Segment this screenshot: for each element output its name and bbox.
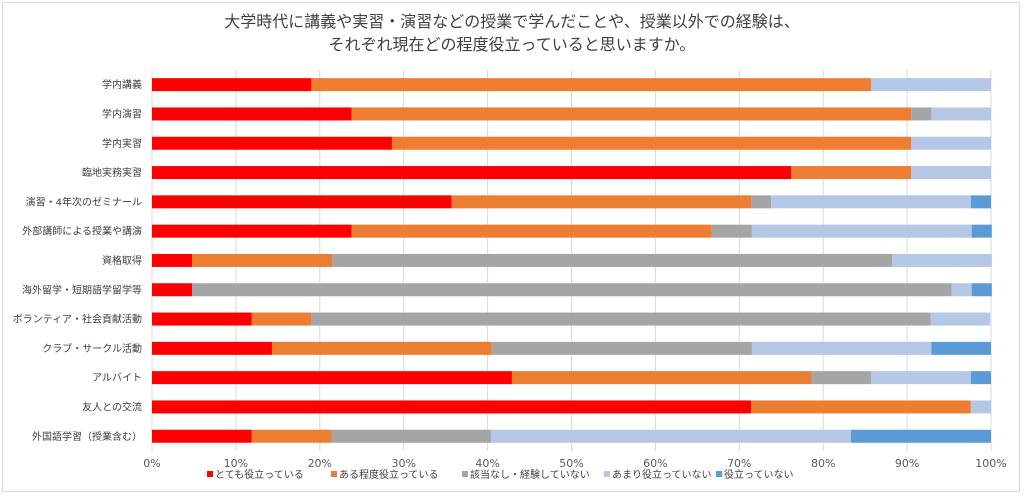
bar-segment (192, 283, 952, 297)
legend-swatch (207, 471, 213, 477)
bar-segment (152, 78, 312, 92)
legend-label: とても役立っている (215, 468, 304, 481)
bar-segment (791, 166, 912, 180)
bar-segment (311, 312, 931, 326)
x-tick-label: 60% (643, 457, 667, 470)
bar-segment (491, 341, 752, 355)
bar-segment (152, 429, 252, 443)
bar-segment (871, 78, 991, 92)
category-label: 海外留学・短期語学留学等 (22, 283, 142, 296)
bar-segment (871, 371, 971, 385)
x-tick-label: 20% (308, 457, 332, 470)
x-tick-label: 10% (224, 457, 248, 470)
bar-segment (971, 224, 992, 238)
bar-segment (970, 400, 991, 414)
bar-segment (490, 429, 851, 443)
legend-swatch (604, 471, 610, 477)
bar-segment (911, 136, 991, 150)
category-label: 学内演習 (102, 107, 142, 120)
legend-label: 役立っていない (724, 468, 794, 481)
bar-segment (152, 400, 752, 414)
x-tick-label: 90% (895, 457, 919, 470)
bar-segment (911, 166, 991, 180)
category-label: 演習・4年次のゼミナール (26, 195, 142, 208)
category-label: 友人との交流 (82, 400, 142, 413)
bar-segment (271, 341, 492, 355)
legend-swatch (462, 471, 468, 477)
x-tick-label: 80% (811, 457, 835, 470)
bar-segment (850, 429, 991, 443)
category-label: 資格取得 (102, 254, 142, 267)
category-label: クラブ・サークル活動 (42, 342, 142, 355)
bar-segment (931, 341, 991, 355)
bar-segment (930, 312, 991, 326)
bar-segment (331, 429, 491, 443)
bar-segment (152, 283, 193, 297)
bar-segment (152, 253, 193, 267)
bar-segment (451, 195, 752, 209)
category-label: ボランティア・社会貢献活動 (13, 313, 142, 326)
legend-swatch (716, 471, 722, 477)
bar-segment (931, 107, 991, 121)
legend-swatch (331, 471, 337, 477)
bar-segment (251, 312, 312, 326)
x-tick-label: 40% (475, 457, 499, 470)
x-tick-label: 70% (727, 457, 751, 470)
chart-title-line-1: 大学時代に講義や実習・演習などの授業で学んだことや、授業以外での経験は、 (224, 12, 800, 31)
bar-segment (311, 78, 872, 92)
category-label: 学内実習 (102, 137, 142, 150)
x-tick-label: 30% (391, 457, 415, 470)
bar-segment (811, 371, 872, 385)
category-label: 臨地実務実習 (82, 166, 142, 179)
bar-segment (771, 195, 971, 209)
category-label: アルバイト (92, 372, 142, 384)
x-tick-label: 100% (975, 457, 1006, 470)
bar-segment (911, 107, 932, 121)
bar-segment (751, 400, 971, 414)
x-tick-label: 50% (559, 457, 583, 470)
bar-segment (970, 371, 991, 385)
bar-segment (891, 253, 992, 267)
bar-segment (511, 371, 812, 385)
bar-segment (351, 107, 912, 121)
bar-segment (152, 341, 272, 355)
bar-segment (152, 107, 352, 121)
legend-label: ある程度役立っている (339, 468, 439, 481)
bar-segment (751, 195, 772, 209)
chart-title-line-2: それぞれ現在どの程度役立っていると思いますか。 (328, 35, 696, 54)
bar-segment (152, 224, 352, 238)
bar-segment (951, 283, 972, 297)
legend-label: あまり役立っていない (612, 468, 712, 481)
bar-segment (152, 312, 252, 326)
bar-segment (332, 253, 892, 267)
bar-segment (711, 224, 752, 238)
category-label: 外部講師による授業や講演 (22, 225, 142, 238)
bar-segment (152, 136, 392, 150)
bar-segment (391, 136, 912, 150)
bar-segment (192, 253, 333, 267)
bar-segment (351, 224, 712, 238)
legend-label: 該当なし・経験していない (470, 468, 590, 481)
category-label: 外国語学習（授業含む） (32, 430, 142, 443)
bar-segment (971, 283, 992, 297)
bar-segment (152, 195, 452, 209)
bar-segment (152, 371, 512, 385)
bar-segment (152, 166, 792, 180)
category-label: 学内講義 (102, 78, 142, 91)
x-tick-label: 0% (143, 457, 160, 470)
bar-segment (751, 224, 972, 238)
bar-segment (751, 341, 932, 355)
bar-segment (970, 195, 991, 209)
bar-segment (251, 429, 332, 443)
